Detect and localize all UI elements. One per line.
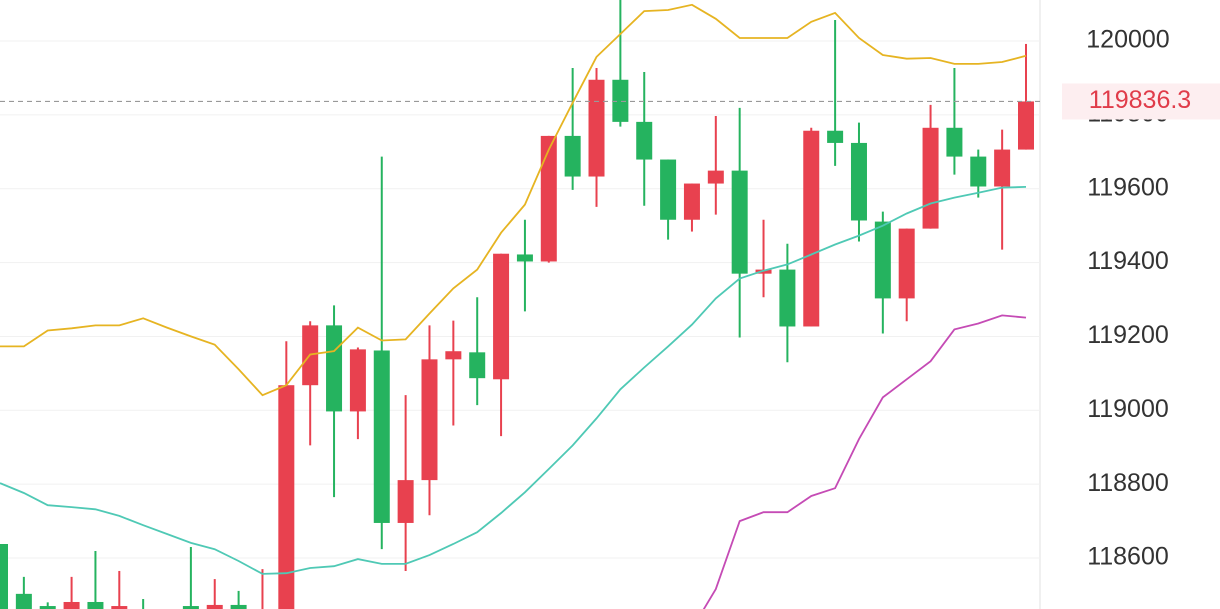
candle-body xyxy=(493,253,510,380)
candle-body xyxy=(707,170,724,184)
candle-body xyxy=(206,604,223,609)
candle-body xyxy=(39,606,56,609)
candle-body xyxy=(803,130,820,327)
y-tick-label: 118600 xyxy=(1087,543,1169,571)
candle-body xyxy=(874,221,891,299)
candle-body xyxy=(182,606,199,609)
candle-body xyxy=(946,127,963,157)
candle-body xyxy=(731,170,748,274)
candle-body xyxy=(397,480,414,523)
candle-body xyxy=(779,269,796,327)
candle-body xyxy=(683,183,700,220)
grid xyxy=(0,40,1040,559)
band-line xyxy=(0,3,1027,397)
candle-body xyxy=(660,159,677,220)
candle-body xyxy=(970,156,987,187)
candle-body xyxy=(612,79,629,122)
candle-body xyxy=(278,385,295,609)
candle-body xyxy=(349,349,366,412)
y-tick-label: 119000 xyxy=(1087,395,1169,423)
y-tick-label: 118800 xyxy=(1087,469,1169,497)
last-price-bg xyxy=(1062,83,1220,120)
candle-body xyxy=(469,352,486,379)
candle-body xyxy=(230,604,247,609)
y-tick-label: 119600 xyxy=(1087,173,1169,201)
y-tick-label: 120000 xyxy=(1086,26,1169,54)
candle-body xyxy=(588,79,605,177)
y-axis: 118600 118800 119000 119200 119400 119600 1198… xyxy=(1062,26,1220,571)
candle-body xyxy=(827,130,844,143)
candle-body xyxy=(898,228,915,299)
candle-body xyxy=(636,121,653,160)
y-tick-label: 119400 xyxy=(1087,247,1169,275)
candle-body xyxy=(445,351,462,360)
candle-body xyxy=(540,135,557,262)
candle-body xyxy=(87,601,104,609)
band-line xyxy=(0,186,1027,575)
candle-body xyxy=(15,593,32,609)
candle-body xyxy=(0,544,8,609)
y-tick-label: 119200 xyxy=(1087,321,1169,349)
candle-body xyxy=(922,127,939,229)
candle-body xyxy=(850,142,867,221)
candle-body xyxy=(516,254,533,262)
candle-body xyxy=(564,135,581,177)
plot-area xyxy=(0,0,1040,609)
candle-body xyxy=(63,601,80,609)
candle-body xyxy=(111,606,128,609)
last-price-label: 119836.3 xyxy=(1089,86,1191,114)
candle-body xyxy=(373,350,390,523)
candle-body xyxy=(994,149,1011,187)
candle-body xyxy=(326,325,343,412)
candle-body xyxy=(1018,101,1034,150)
candle-body xyxy=(421,359,438,481)
band-line xyxy=(702,314,1027,609)
